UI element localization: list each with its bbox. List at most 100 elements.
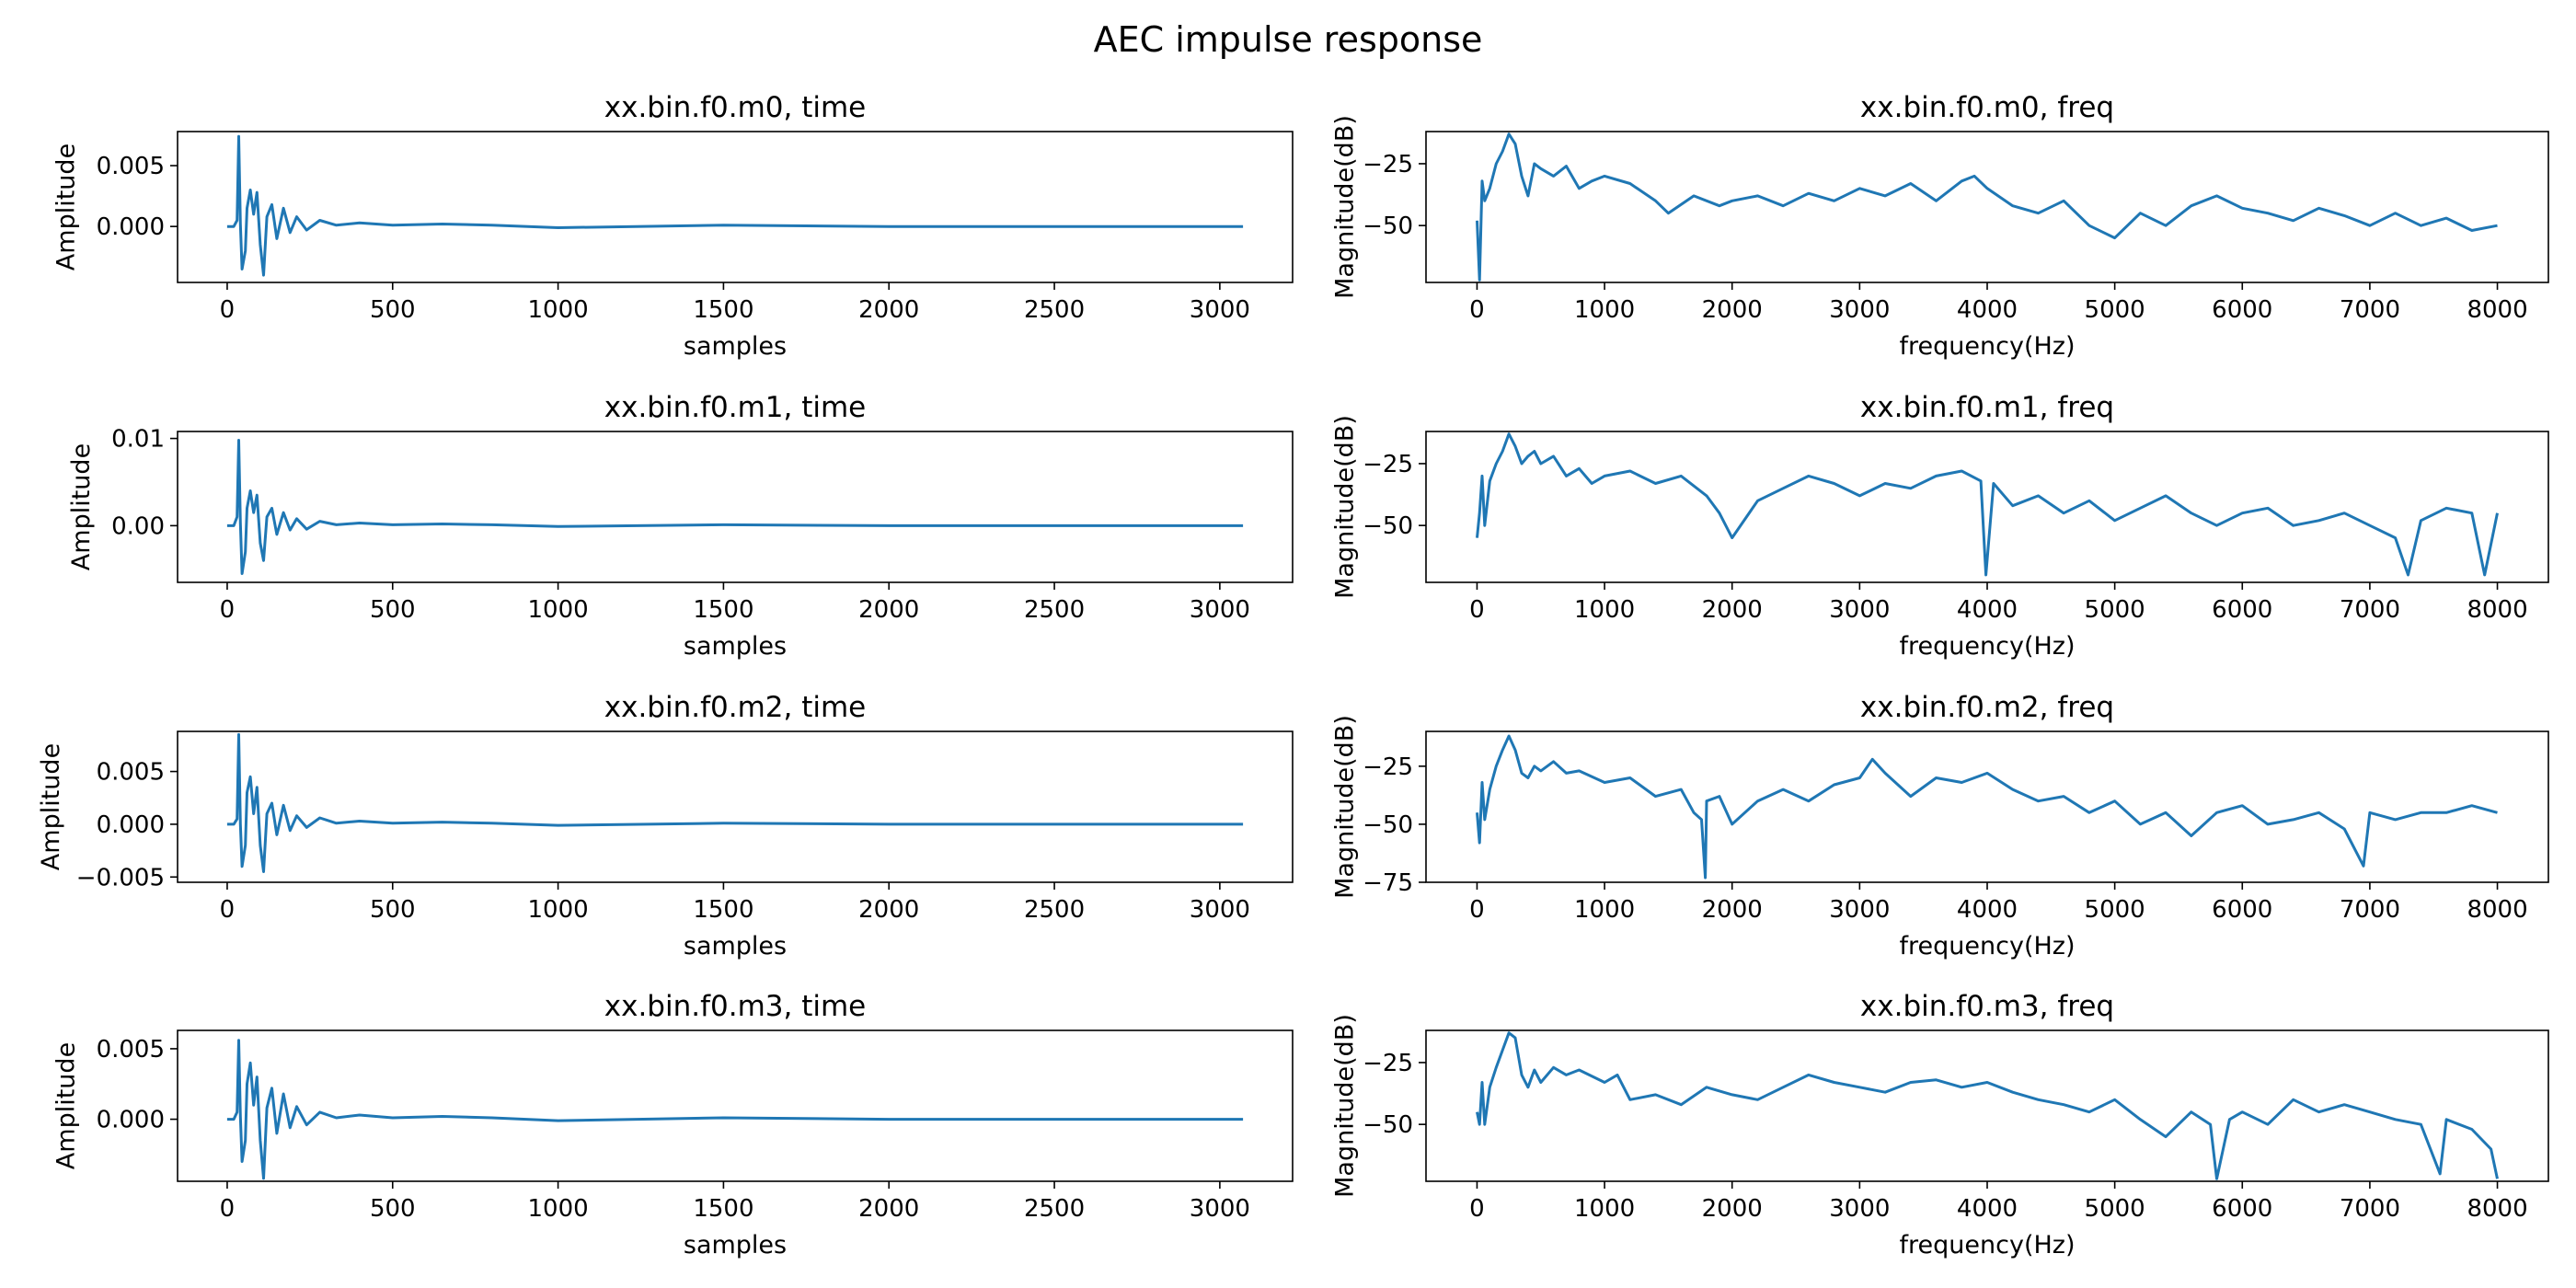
subplot-title: xx.bin.f0.m1, time [604, 391, 867, 424]
x-tick-label: 8000 [2467, 296, 2527, 324]
y-tick-label: 0.000 [97, 1107, 165, 1134]
x-tick-label: 500 [370, 296, 416, 324]
x-tick-label: 1000 [1574, 296, 1635, 324]
x-tick-label: 8000 [2467, 1195, 2527, 1223]
axes-frame [1425, 1029, 2549, 1182]
x-tick-label: 6000 [2212, 896, 2272, 924]
y-tick-label: −50 [1363, 512, 1413, 540]
x-tick-label: 3000 [1829, 1195, 1890, 1223]
y-axis-label: Amplitude [52, 144, 81, 270]
x-tick-label: 8000 [2467, 596, 2527, 624]
subplot-title: xx.bin.f0.m3, freq [1860, 990, 2114, 1023]
y-axis-label: Magnitude(dB) [1331, 415, 1360, 599]
y-tick-label: −75 [1363, 869, 1413, 897]
subplot-3: 0 500 1000 1500 2000 2500 3000 0.00 0.01 xx.bin.f… [67, 391, 1294, 661]
y-tick-label: −0.005 [76, 864, 165, 891]
axes-frame [177, 431, 1294, 583]
y-tick-label: 0.005 [97, 759, 165, 787]
x-tick-label: 1000 [1574, 1195, 1635, 1223]
x-tick-label: 2000 [858, 296, 919, 324]
subplot-5: 0 500 1000 1500 2000 2500 3000 −0.005 0.000 0.005… [37, 691, 1294, 960]
x-tick-label: 500 [370, 896, 416, 924]
axes-frame [177, 131, 1294, 283]
y-axis-label: Amplitude [52, 1042, 81, 1169]
y-tick-label: −50 [1363, 1111, 1413, 1139]
series-line [226, 732, 1244, 873]
y-tick-label: 0.000 [97, 811, 165, 839]
y-axis-label: Magnitude(dB) [1331, 1014, 1360, 1198]
x-tick-label: 0 [220, 1195, 236, 1223]
x-tick-label: 3000 [1190, 296, 1250, 324]
subplot-7: 0 500 1000 1500 2000 2500 3000 0.000 0.005 xx.bin… [52, 990, 1294, 1259]
axes-frame [1425, 730, 2549, 883]
x-tick-label: 2000 [1702, 1195, 1763, 1223]
y-tick-label: 0.000 [97, 213, 165, 241]
x-tick-label: 5000 [2085, 596, 2145, 624]
y-tick-label: −50 [1363, 213, 1413, 240]
x-axis-label: frequency(Hz) [1900, 932, 2076, 960]
x-axis-label: frequency(Hz) [1900, 1231, 2076, 1259]
subplot-1: 0 500 1000 1500 2000 2500 3000 0.000 0.005 xx.bin… [52, 91, 1294, 361]
y-axis-label: Amplitude [67, 443, 96, 570]
x-tick-label: 6000 [2212, 1195, 2272, 1223]
x-tick-label: 0 [1469, 296, 1485, 324]
x-tick-label: 1000 [528, 296, 589, 324]
x-tick-label: 500 [370, 596, 416, 624]
subplot-6: 0 1000 2000 3000 4000 5000 6000 7000 8000 −25 −50 −… [1331, 691, 2549, 960]
y-tick-label: 0.00 [111, 512, 165, 540]
x-tick-label: 5000 [2085, 296, 2145, 324]
x-tick-label: 2000 [1702, 596, 1763, 624]
y-tick-label: −25 [1363, 1050, 1413, 1077]
axes-frame [177, 730, 1294, 883]
x-tick-label: 1000 [528, 896, 589, 924]
x-tick-label: 7000 [2340, 1195, 2400, 1223]
x-tick-label: 0 [1469, 596, 1485, 624]
series-line [226, 1039, 1244, 1180]
x-tick-label: 2000 [1702, 296, 1763, 324]
x-tick-label: 0 [220, 896, 236, 924]
x-tick-label: 0 [220, 296, 236, 324]
y-axis-label: Magnitude(dB) [1331, 715, 1360, 899]
x-tick-label: 2500 [1024, 296, 1085, 324]
x-tick-label: 1500 [693, 296, 753, 324]
x-tick-label: 7000 [2340, 296, 2400, 324]
x-tick-label: 4000 [1957, 596, 2018, 624]
x-axis-label: samples [684, 932, 787, 960]
x-tick-label: 1000 [528, 596, 589, 624]
subplot-title: xx.bin.f0.m1, freq [1860, 391, 2114, 424]
x-tick-label: 6000 [2212, 296, 2272, 324]
x-tick-label: 2500 [1024, 896, 1085, 924]
subplot-title: xx.bin.f0.m3, time [604, 990, 867, 1023]
x-tick-label: 1000 [1574, 896, 1635, 924]
y-tick-label: −50 [1363, 811, 1413, 839]
x-tick-label: 2500 [1024, 596, 1085, 624]
series-line [226, 134, 1244, 277]
y-axis-label: Amplitude [37, 743, 65, 870]
x-tick-label: 2000 [858, 1195, 919, 1223]
y-axis-label: Magnitude(dB) [1331, 115, 1360, 299]
y-tick-label: −25 [1363, 753, 1413, 781]
subplot-title: xx.bin.f0.m0, freq [1860, 91, 2114, 124]
x-axis-label: frequency(Hz) [1900, 632, 2076, 661]
figure-title: AEC impulse response [1094, 19, 1483, 60]
subplot-2: 0 1000 2000 3000 4000 5000 6000 7000 8000 −25 −50 x… [1331, 91, 2549, 361]
x-axis-label: samples [684, 1231, 787, 1259]
x-tick-label: 3000 [1190, 1195, 1250, 1223]
x-tick-label: 5000 [2085, 896, 2145, 924]
x-tick-label: 7000 [2340, 596, 2400, 624]
x-tick-label: 3000 [1829, 296, 1890, 324]
series-line [1476, 132, 2498, 282]
y-tick-label: 0.01 [111, 426, 165, 454]
x-tick-label: 0 [1469, 896, 1485, 924]
x-tick-label: 6000 [2212, 596, 2272, 624]
x-tick-label: 1500 [693, 896, 753, 924]
x-axis-label: samples [684, 632, 787, 661]
x-tick-label: 3000 [1829, 596, 1890, 624]
x-tick-label: 3000 [1829, 896, 1890, 924]
x-tick-label: 4000 [1957, 1195, 2018, 1223]
subplot-title: xx.bin.f0.m2, time [604, 691, 867, 724]
subplot-8: 0 1000 2000 3000 4000 5000 6000 7000 8000 −25 −50 x… [1331, 990, 2549, 1259]
x-tick-label: 3000 [1190, 596, 1250, 624]
y-tick-label: 0.005 [97, 1036, 165, 1064]
